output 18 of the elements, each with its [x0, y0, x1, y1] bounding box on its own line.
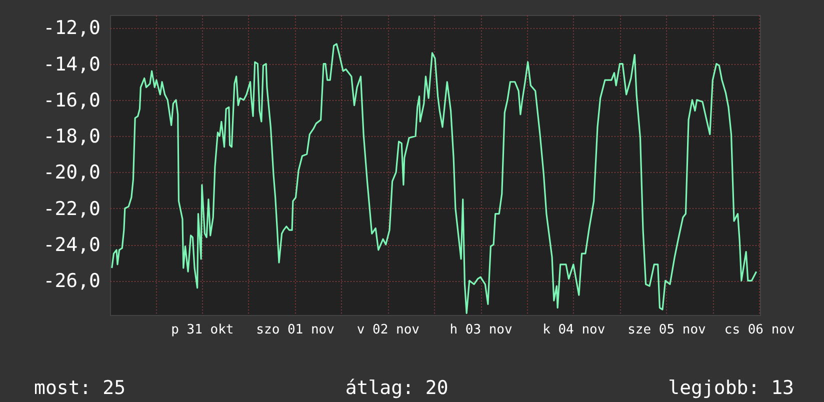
y-tick-label: -22,0 [43, 198, 100, 220]
text: legjobb: 13 [668, 377, 794, 399]
text: átlag: 20 [345, 377, 448, 399]
y-tick-label: -20,0 [43, 162, 100, 184]
text: most: 25 [34, 377, 126, 399]
x-tick-label: h 03 nov [450, 322, 512, 338]
y-tick-label: -18,0 [43, 126, 100, 148]
x-tick-label: szo 01 nov [256, 322, 335, 338]
x-tick-label: p 31 okt [171, 322, 234, 338]
x-tick-label: sze 05 nov [628, 322, 706, 338]
y-tick-label: -12,0 [43, 17, 100, 40]
x-tick-label: k 04 nov [542, 322, 606, 338]
x-tick-label: v 02 nov [356, 322, 420, 338]
y-tick-label: -14,0 [43, 53, 100, 76]
y-tick-label: -24,0 [43, 234, 100, 256]
y-tick-label: -26,0 [43, 270, 100, 292]
y-tick-label: -16,0 [43, 89, 100, 112]
x-tick-label: cs 06 nov [724, 322, 795, 338]
